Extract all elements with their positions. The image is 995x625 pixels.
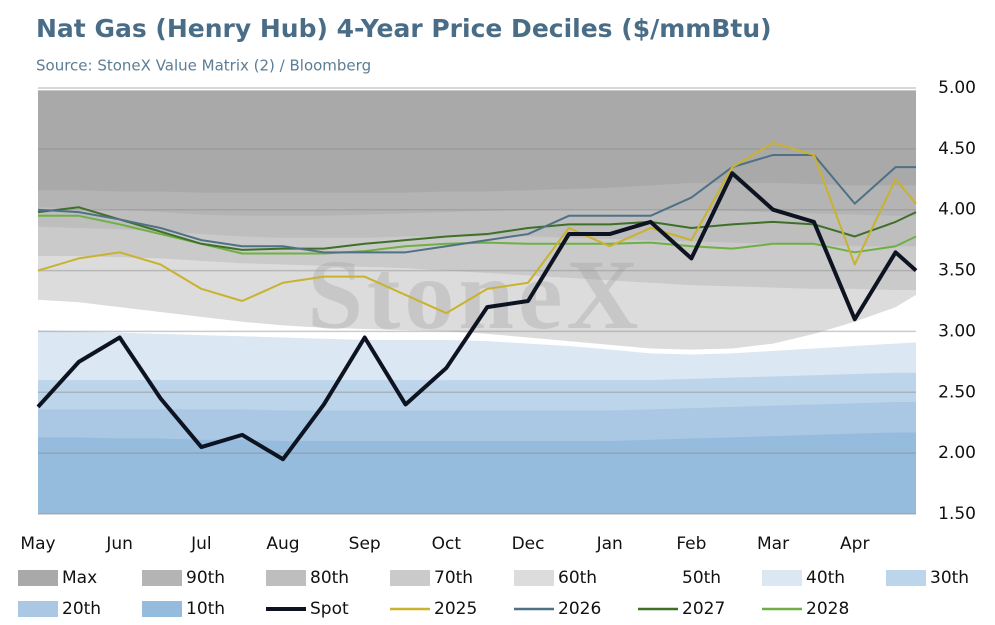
chart-subtitle: Source: StoneX Value Matrix (2) / Bloomb… <box>36 57 371 75</box>
y-tick-label: 4.50 <box>938 139 976 159</box>
series-line <box>37 153 916 254</box>
watermark: StoneX <box>307 239 642 350</box>
series-line <box>36 171 918 462</box>
x-tick-label: Dec <box>512 534 545 554</box>
y-tick-label: 2.00 <box>938 443 976 463</box>
legend-label: 60th <box>558 568 597 588</box>
x-tick-label: Jan <box>596 534 623 554</box>
plot-area: StoneX <box>36 87 918 515</box>
legend-label: 70th <box>434 568 473 588</box>
overlay: 1.50 2.00 2.50 3.00 3.50 4.00 4.50 5.00 May Jun Ju… <box>18 78 976 619</box>
y-tick-label: 1.50 <box>938 504 976 524</box>
legend-swatch <box>886 570 926 586</box>
series-line <box>37 141 917 315</box>
x-tick-label: Jul <box>190 534 212 554</box>
legend-label: 80th <box>310 568 349 588</box>
legend-label: 90th <box>186 568 225 588</box>
y-tick-label: 3.00 <box>938 321 976 341</box>
legend-swatch <box>18 601 58 617</box>
legend-label: 30th <box>930 568 969 588</box>
legend-swatch <box>514 570 554 586</box>
legend-label: 10th <box>186 599 225 619</box>
chart-title: Nat Gas (Henry Hub) 4-Year Price Deciles… <box>36 14 772 43</box>
y-tick-label: 3.50 <box>938 261 976 281</box>
legend-swatch <box>142 570 182 586</box>
legend-swatch <box>762 570 802 586</box>
series-line <box>37 206 917 251</box>
x-tick-label: Sep <box>349 534 381 554</box>
legend-label: 50th <box>682 568 721 588</box>
x-tick-label: Mar <box>757 534 789 554</box>
legend-label: 2028 <box>806 599 849 619</box>
x-tick-label: Oct <box>432 534 462 554</box>
legend-swatch <box>266 570 306 586</box>
x-tick-label: Apr <box>840 534 869 554</box>
y-tick-label: 2.50 <box>938 382 976 402</box>
legend-label: Max <box>62 568 97 588</box>
x-tick-label: Jun <box>105 534 133 554</box>
legend-label: Spot <box>310 599 349 619</box>
legend-swatch <box>390 570 430 586</box>
y-tick-label: 5.00 <box>938 78 976 98</box>
legend-swatch <box>18 570 58 586</box>
x-tick-label: Aug <box>266 534 299 554</box>
decile-area <box>38 432 916 514</box>
y-tick-label: 4.00 <box>938 200 976 220</box>
legend-label: 2026 <box>558 599 601 619</box>
legend-label: 20th <box>62 599 101 619</box>
legend-label: 2027 <box>682 599 725 619</box>
legend-swatch <box>638 570 678 586</box>
legend-swatch <box>142 601 182 617</box>
legend-label: 2025 <box>434 599 477 619</box>
x-tick-label: May <box>20 534 55 554</box>
x-tick-label: Feb <box>676 534 706 554</box>
legend-label: 40th <box>806 568 845 588</box>
